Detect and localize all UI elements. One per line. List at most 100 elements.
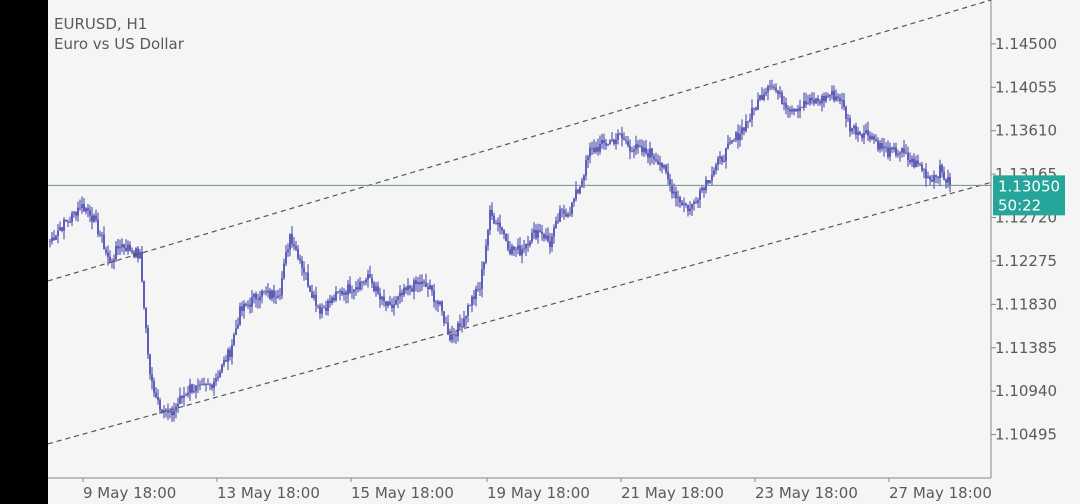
axis-background [991,0,1080,478]
candle-body [907,152,909,161]
candle-body [727,143,729,149]
candle-body [207,384,209,386]
candle-body [129,244,131,251]
candle-body [591,147,593,149]
candle-body [109,256,111,262]
candle-body [455,334,457,337]
candle-body [637,144,639,148]
candle-body [357,287,359,290]
candle-body [353,289,355,292]
candle-body [187,392,189,396]
candle-body [329,300,331,303]
candle-body [655,159,657,161]
candle-body [89,210,91,216]
candle-body [267,290,269,293]
candle-body [795,108,797,112]
candle-body [475,288,477,299]
channel-upper-line[interactable] [47,0,992,282]
candle-body [93,215,95,222]
trend-channel[interactable] [47,0,992,445]
candle-body [313,294,315,298]
candle-body [587,156,589,160]
candle-body [375,286,377,292]
candle-body [879,142,881,150]
candle-body [425,282,427,287]
candle-body [653,156,655,160]
candle-body [197,385,199,387]
candle-body [399,292,401,297]
candle-body [903,148,905,153]
candle-body [107,252,109,257]
candle-body [837,96,839,98]
candle-body [819,101,821,104]
candle-body [309,286,311,292]
candle-body [859,131,861,135]
candle-body [343,292,345,295]
candle-body [803,101,805,108]
candle-body [115,245,117,260]
candle-body [143,281,145,309]
candle-body [633,149,635,152]
candle-body [533,229,535,233]
candle-body [773,87,775,88]
candle-body [259,296,261,301]
price-tick-label: 1.14055 [995,78,1057,96]
candle-body [159,399,161,410]
candle-body [883,146,885,149]
candle-body [87,208,89,211]
candle-body [489,209,491,231]
candle-body [509,249,511,254]
candle-body [713,170,715,175]
candle-body [555,221,557,228]
candle-body [215,378,217,382]
candle-body [303,267,305,273]
candle-body [785,103,787,109]
candle-body [711,174,713,181]
candle-body [379,293,381,300]
candle-body [201,384,203,386]
candle-body [337,291,339,293]
candle-body [891,147,893,150]
candle-body [405,287,407,291]
candle-body [219,371,221,377]
candle-body [265,291,267,293]
channel-lower-line[interactable] [47,181,992,445]
candle-body [889,147,891,157]
candle-body [681,202,683,205]
candle-body [513,246,515,251]
candle-body [737,132,739,141]
price-tick-label: 1.12275 [995,252,1057,270]
candle-body [483,262,485,270]
candle-body [101,234,103,236]
candle-body [119,247,121,249]
candle-body [869,135,871,140]
candle-body [943,172,945,180]
candle-body [493,215,495,224]
candle-body [411,288,413,292]
candle-body [743,127,745,131]
candle-body [157,397,159,400]
candle-body [447,322,449,335]
candle-body [403,287,405,296]
candle-body [861,134,863,138]
candle-body [885,146,887,148]
candle-body [675,191,677,199]
candle-body [617,133,619,140]
candle-body [213,381,215,388]
candle-body [515,249,517,251]
candle-body [327,300,329,311]
candle-body [827,95,829,97]
candle-body [85,208,87,212]
candle-body [193,391,195,393]
candle-body [311,291,313,298]
candle-body [205,384,207,385]
candle-body [243,303,245,311]
candle-body [435,301,437,303]
candle-body [723,160,725,162]
candle-body [427,286,429,290]
candle-body [63,219,65,231]
candle-body [371,277,373,284]
candle-body [235,328,237,335]
candle-body [511,246,513,254]
